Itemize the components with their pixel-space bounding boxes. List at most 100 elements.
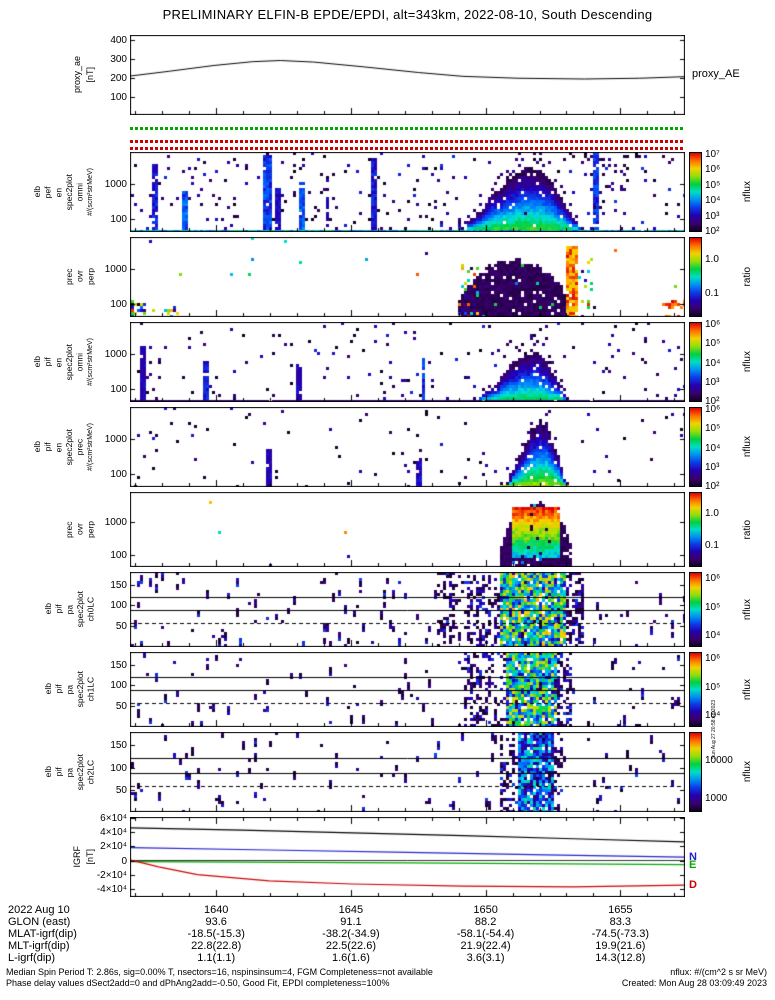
- bottom-row-value: 83.3: [609, 916, 632, 928]
- quality-flag-row-red-1: [130, 140, 685, 143]
- colorbar-axis-label: ratio: [741, 237, 755, 317]
- axis-title-text: elb pif pa spec2plot ch1LC: [42, 671, 96, 708]
- proxy-ae-line-panel: [130, 35, 685, 115]
- igrf-series-label-D: D: [689, 879, 697, 892]
- y-tick-label: 6×10⁴: [100, 813, 127, 825]
- axis-unit-text: #/(scm²strMeV): [87, 168, 95, 216]
- panel-left-label: elb pif en spec2plot omni #/(scm²strMeV): [14, 322, 96, 402]
- colorbar: [689, 732, 702, 812]
- y-tick-label: 100: [110, 600, 127, 612]
- y-tick-label: 1000: [104, 179, 127, 190]
- y-tick-label: 150: [110, 659, 127, 671]
- colorbar-tick-label: 10⁴: [705, 630, 721, 641]
- axis-unit-text: #/(scm²strMeV): [87, 423, 95, 471]
- colorbar-tick-label: 10⁵: [705, 338, 721, 350]
- spectrogram-pef-prec-ovr-perp: [130, 237, 685, 317]
- colorbar-tick-label: 10⁶: [705, 318, 721, 330]
- axis-title-text: prec ovr perp: [64, 268, 96, 286]
- bottom-row-value: 21.9(22.4): [460, 940, 511, 952]
- colorbar-tick-label: 10⁴: [705, 442, 721, 454]
- colorbar-tick-label: 10⁷: [705, 148, 720, 160]
- colorbar-unit-text: nflux: [741, 181, 753, 203]
- panel-left-label: prec ovr perp: [14, 237, 96, 317]
- colorbar-tick-label: 10²: [705, 396, 720, 408]
- panel-left-label: elb pef en spec2plot omni #/(scm²strMeV): [14, 152, 96, 232]
- panel-left-label: proxy_ae [nT]: [14, 35, 96, 115]
- colorbar-tick-label: 10³: [705, 377, 720, 389]
- y-tick-label: 50: [115, 621, 127, 633]
- colorbar-tick-label: 1.0: [705, 508, 719, 519]
- bottom-row-value: 88.2: [474, 916, 497, 928]
- bottom-row-value: 93.6: [205, 916, 227, 928]
- axis-title-text: elb pef en spec2plot omni: [32, 173, 85, 211]
- y-tick-label: -4×10⁴: [96, 883, 127, 895]
- y-tick-label: 1000: [104, 264, 127, 275]
- axis-title-text: proxy_ae: [71, 56, 82, 94]
- bottom-row-label: L-igrf(dip): [8, 952, 56, 964]
- colorbar: [689, 492, 702, 567]
- bottom-row-value: -18.5(-15.3): [187, 928, 245, 940]
- colorbar-tick-label: 1000: [705, 792, 728, 804]
- colorbar-unit-text: nflux: [741, 598, 753, 621]
- bottom-row-value: 19.9(21.6): [595, 940, 646, 952]
- bottom-row-value: 1650: [473, 904, 498, 916]
- bottom-row-value: 91.1: [340, 916, 362, 928]
- panel-left-label: elb pif en spec2plot prec #/(scm²strMeV): [14, 407, 96, 487]
- bottom-row-value: 22.8(22.8): [191, 940, 242, 952]
- bottom-row-value: -58.1(-54.4): [456, 928, 515, 940]
- colorbar-unit-text: nflux: [741, 351, 753, 373]
- y-tick-label: 100: [110, 762, 127, 774]
- spectrogram-pef-en-omni: [130, 152, 685, 232]
- bottom-row-value: 22.5(22.6): [325, 940, 376, 952]
- colorbar-tick-label: 10⁵: [705, 179, 721, 191]
- colorbar-tick-label: 10⁶: [705, 164, 721, 176]
- bottom-row-value: 1640: [203, 904, 229, 916]
- bottom-row-value: 3.6(3.1): [466, 952, 505, 964]
- bottom-row-label: MLAT-igrf(dip): [8, 928, 77, 940]
- bottom-row-label: MLT-igrf(dip): [8, 940, 70, 952]
- spectrogram-pif-pa-ch0LC: [130, 572, 685, 647]
- colorbar-axis-label: nflux: [741, 322, 755, 402]
- colorbar-tick-label: 10⁵: [705, 601, 721, 613]
- bottom-row-value: 1.1(1.1): [197, 952, 236, 964]
- colorbar-axis-label: ratio: [741, 492, 755, 567]
- y-tick-label: 150: [110, 579, 127, 591]
- colorbar-unit-text: ratio: [741, 267, 753, 287]
- panel-left-label: prec ovr perp: [14, 492, 96, 567]
- igrf-series-label-E: E: [689, 858, 697, 871]
- colorbar-tick-label: 0.1: [705, 288, 719, 299]
- colorbar: [689, 652, 702, 727]
- panel-left-label: elb pif pa spec2plot ch2LC: [14, 732, 96, 812]
- y-tick-label: 50: [115, 784, 127, 796]
- y-tick-label: 100: [110, 469, 127, 481]
- colorbar-tick-label: 0.1: [705, 539, 719, 551]
- colorbar-tick-label: 10³: [705, 211, 720, 222]
- colorbar-tick-label: 10000: [705, 755, 733, 766]
- y-tick-label: 400: [110, 34, 127, 46]
- colorbar-tick-label: 1.0: [705, 254, 719, 266]
- colorbar-tick-label: 10⁴: [705, 195, 721, 207]
- bottom-row-value: -74.5(-73.3): [591, 928, 650, 940]
- colorbar-axis-label: nflux: [741, 407, 755, 487]
- colorbar-tick-label: 10²: [705, 226, 720, 238]
- y-tick-label: 200: [110, 72, 127, 84]
- spectrogram-pif-pa-ch1LC: [130, 652, 685, 727]
- colorbar-tick-label: 10⁶: [705, 653, 721, 664]
- colorbar-tick-label: 10⁶: [705, 573, 721, 584]
- axis-unit-text: #/(scm²strMeV): [87, 338, 95, 386]
- y-tick-label: 300: [110, 53, 127, 65]
- spectrogram-pif-pa-ch2LC: [130, 732, 685, 812]
- footer-nflux-units: nflux: #/(cm^2 s sr MeV): [670, 967, 767, 977]
- colorbar-tick-label: 10⁵: [705, 681, 721, 693]
- y-tick-label: 2×10⁴: [100, 841, 127, 853]
- footer-created-timestamp: Created: Mon Aug 28 03:09:49 2023: [621, 978, 767, 988]
- footer-phase-delay-line: Phase delay values dSect2add=0 and dPhAn…: [6, 978, 390, 988]
- y-tick-label: 0: [121, 855, 127, 867]
- spectrogram-pif-prec-ovr-perp: [130, 492, 685, 567]
- footer-spin-period-line: Median Spin Period T: 2.86s, sig=0.00% T…: [6, 967, 433, 977]
- y-tick-label: -2×10⁴: [96, 869, 127, 881]
- y-tick-label: 1000: [104, 434, 127, 445]
- colorbar: [689, 407, 702, 487]
- igrf-line-panel: [130, 817, 685, 897]
- colorbar-unit-text: nflux: [741, 678, 753, 701]
